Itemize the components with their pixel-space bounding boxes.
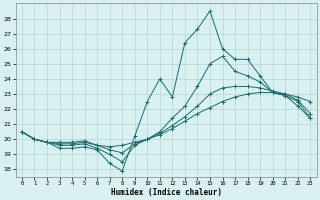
- X-axis label: Humidex (Indice chaleur): Humidex (Indice chaleur): [111, 188, 221, 197]
